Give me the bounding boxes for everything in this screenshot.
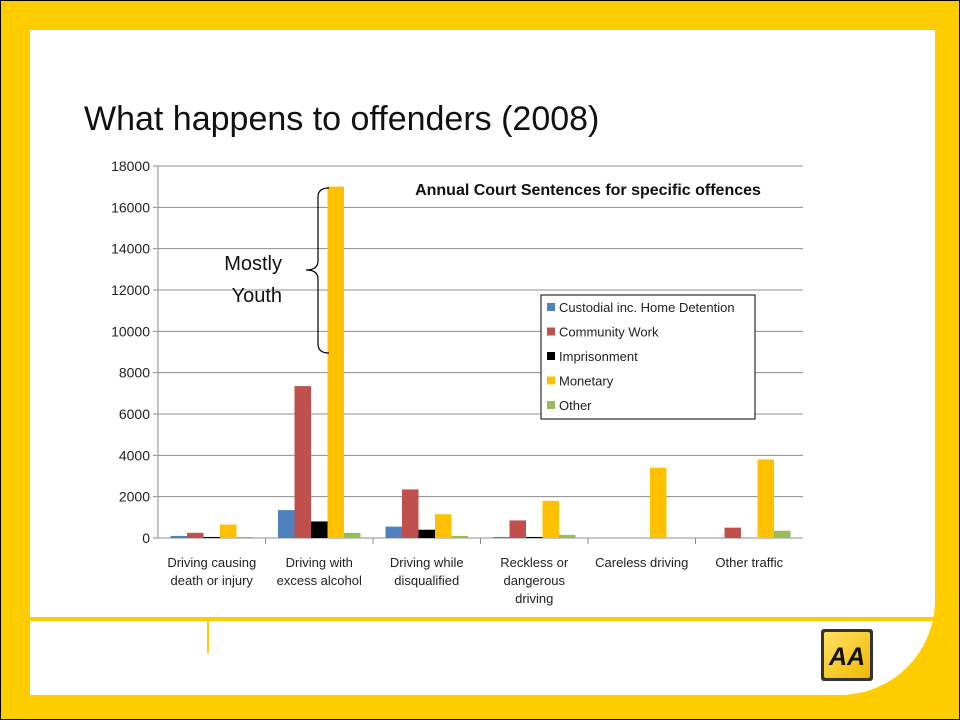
bar (724, 527, 741, 538)
x-tick-label-line: excess alcohol (277, 573, 362, 588)
footer-divider (207, 621, 209, 653)
x-tick-label: Reckless or dangerous driving (500, 555, 569, 606)
x-tick-label: Careless driving (595, 555, 688, 570)
x-tick-label: Other traffic (715, 555, 783, 570)
x-tick-label-line: Careless driving (595, 555, 688, 570)
y-tick-label: 4000 (119, 447, 150, 463)
aa-logo-text: AA (828, 643, 865, 671)
legend-swatch (547, 327, 555, 336)
bar (220, 524, 237, 538)
x-tick-label: Driving causing death or injury (167, 555, 256, 588)
bar (170, 535, 187, 538)
x-tick-label-line: Driving with (286, 555, 353, 570)
legend-box (540, 294, 756, 420)
y-tick-label: 14000 (111, 241, 150, 257)
footer-rule (30, 617, 935, 621)
legend-label: Monetary (559, 374, 614, 389)
bar (236, 536, 253, 538)
y-tick-label: 6000 (119, 406, 150, 422)
bar (418, 529, 435, 538)
aa-logo: AA (821, 629, 873, 681)
legend-swatch (547, 401, 555, 409)
bar (311, 521, 328, 538)
x-tick-label-line: Driving causing (167, 555, 256, 570)
bar (344, 532, 361, 538)
y-tick-label: 2000 (119, 489, 150, 505)
x-tick-label-line: death or injury (171, 573, 254, 588)
annotation-text-line1: Mostly (224, 253, 282, 275)
bar (451, 535, 468, 538)
bar (187, 532, 204, 538)
x-tick-label-line: dangerous (504, 573, 566, 588)
x-tick-label-line: disqualified (394, 573, 459, 588)
y-tick-label: 10000 (111, 323, 150, 339)
bar (402, 489, 419, 538)
bar (542, 500, 559, 538)
slide-canvas (30, 30, 935, 695)
legend-label: Other (559, 398, 592, 413)
bar (526, 536, 543, 538)
bar (435, 514, 452, 538)
y-tick-label: 16000 (111, 199, 150, 215)
legend-label: Community Work (559, 325, 659, 340)
bar (278, 510, 295, 538)
bar (559, 534, 576, 538)
bar (385, 526, 402, 538)
annotation-brace (305, 187, 330, 354)
y-tick-label: 12000 (111, 282, 150, 298)
annotation-text-line2: Youth (232, 285, 282, 307)
bar (493, 536, 510, 538)
x-tick-label-line: Driving while (390, 555, 464, 570)
x-tick-label: Driving while disqualified (390, 555, 464, 588)
legend-label: Custodial inc. Home Detention (559, 300, 735, 315)
legend-label: Imprisonment (559, 349, 638, 364)
legend-swatch (547, 303, 555, 311)
bar (650, 467, 667, 538)
y-tick-label: 0 (142, 530, 150, 546)
y-tick-label: 8000 (119, 365, 150, 381)
bar (294, 386, 311, 538)
legend-swatch (547, 352, 555, 360)
bar (757, 459, 774, 538)
x-tick-label-line: driving (515, 591, 553, 606)
x-tick-label-line: Reckless or (500, 555, 569, 570)
x-tick-label-line: Other traffic (715, 555, 783, 570)
y-tick-label: 18000 (111, 158, 150, 174)
legend-swatch (547, 376, 555, 385)
chart-title: Annual Court Sentences for specific offe… (415, 182, 761, 199)
slide-title: What happens to offenders (2008) (84, 100, 600, 138)
bar (203, 536, 220, 538)
bar (327, 186, 344, 538)
bar (509, 520, 526, 538)
x-tick-label: Driving with excess alcohol (277, 555, 362, 588)
bar (774, 530, 791, 538)
